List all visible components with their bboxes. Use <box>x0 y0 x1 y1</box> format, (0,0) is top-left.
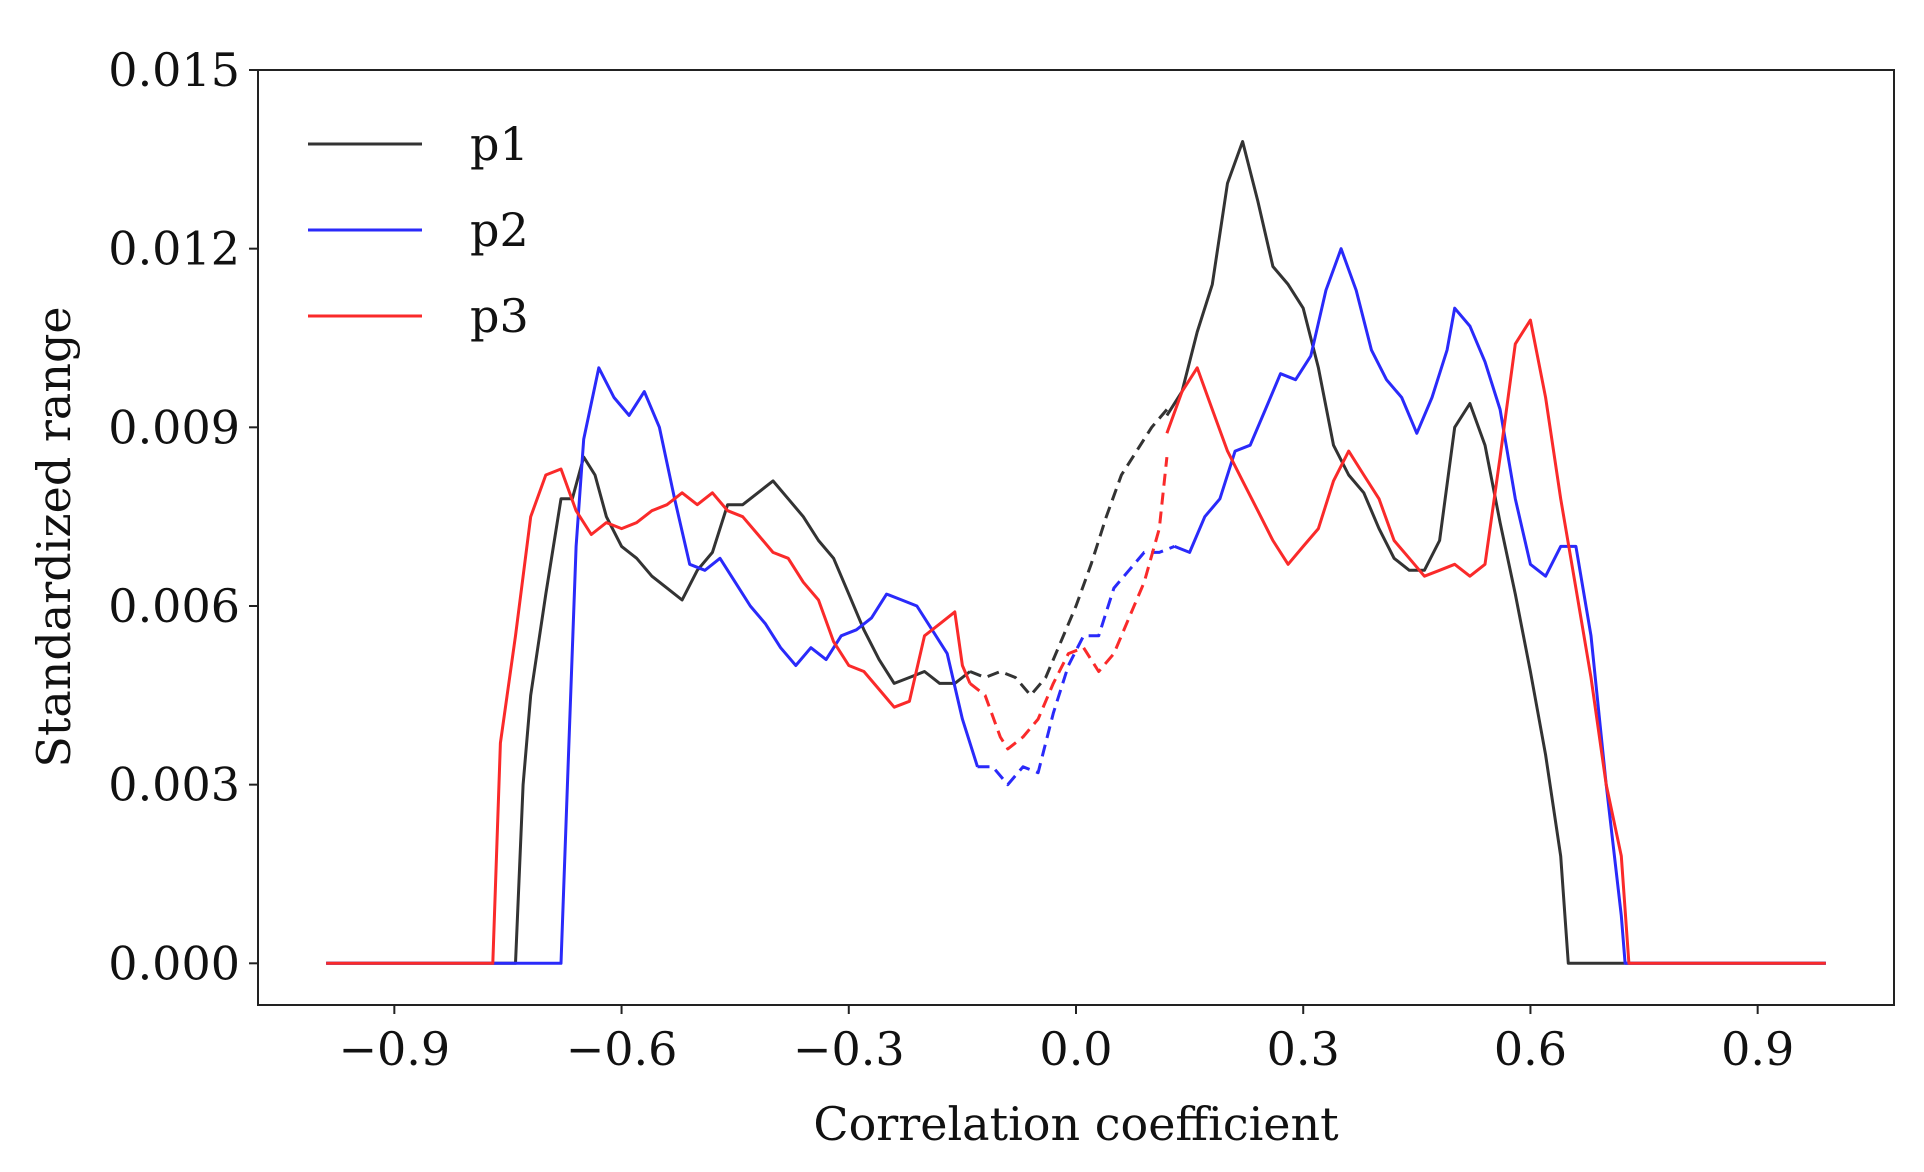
series-line-p1-solid <box>326 455 971 965</box>
y-axis: 0.000 0.003 0.006 0.009 0.012 0.015 <box>108 43 258 990</box>
x-tick-label: −0.6 <box>566 1022 678 1076</box>
series-line-p2-solid <box>1173 247 1826 965</box>
x-axis: −0.9 −0.6 −0.3 0.0 0.3 0.6 0.9 <box>338 1005 1794 1076</box>
y-tick-label: 0.006 <box>108 579 240 633</box>
legend-label-p2: p2 <box>470 203 529 257</box>
x-tick-label: 0.9 <box>1721 1022 1794 1076</box>
series-line-p2-solid <box>326 366 979 965</box>
y-tick-label: 0.009 <box>108 400 240 454</box>
series-line-p3-dashed <box>969 456 1169 751</box>
y-tick-label: 0.015 <box>108 43 240 97</box>
x-tick-label: 0.3 <box>1267 1022 1340 1076</box>
y-tick-label: 0.012 <box>108 222 240 276</box>
y-tick-label: 0.000 <box>108 936 240 990</box>
series-p3 <box>326 318 1826 965</box>
legend-label-p1: p1 <box>470 117 529 171</box>
series-line-p1-dashed <box>969 408 1169 697</box>
series-p2 <box>326 247 1826 965</box>
series-line-p3-solid <box>1165 318 1826 965</box>
x-tick-label: −0.3 <box>793 1022 905 1076</box>
x-tick-label: 0.0 <box>1039 1022 1112 1076</box>
y-tick-label: 0.003 <box>108 758 240 812</box>
plot-series-group <box>326 140 1826 965</box>
x-tick-label: 0.6 <box>1494 1022 1567 1076</box>
x-tick-label: −0.9 <box>338 1022 450 1076</box>
x-axis-label: Correlation coefficient <box>813 1097 1339 1151</box>
series-line-p2-dashed <box>977 545 1176 787</box>
series-line-p3-solid <box>326 467 972 965</box>
series-p1 <box>326 140 1826 965</box>
series-line-p1-solid <box>1165 140 1826 965</box>
y-axis-label: Standardized range <box>27 306 81 767</box>
legend-label-p3: p3 <box>470 289 529 343</box>
legend: p1 p2 p3 <box>308 117 529 343</box>
